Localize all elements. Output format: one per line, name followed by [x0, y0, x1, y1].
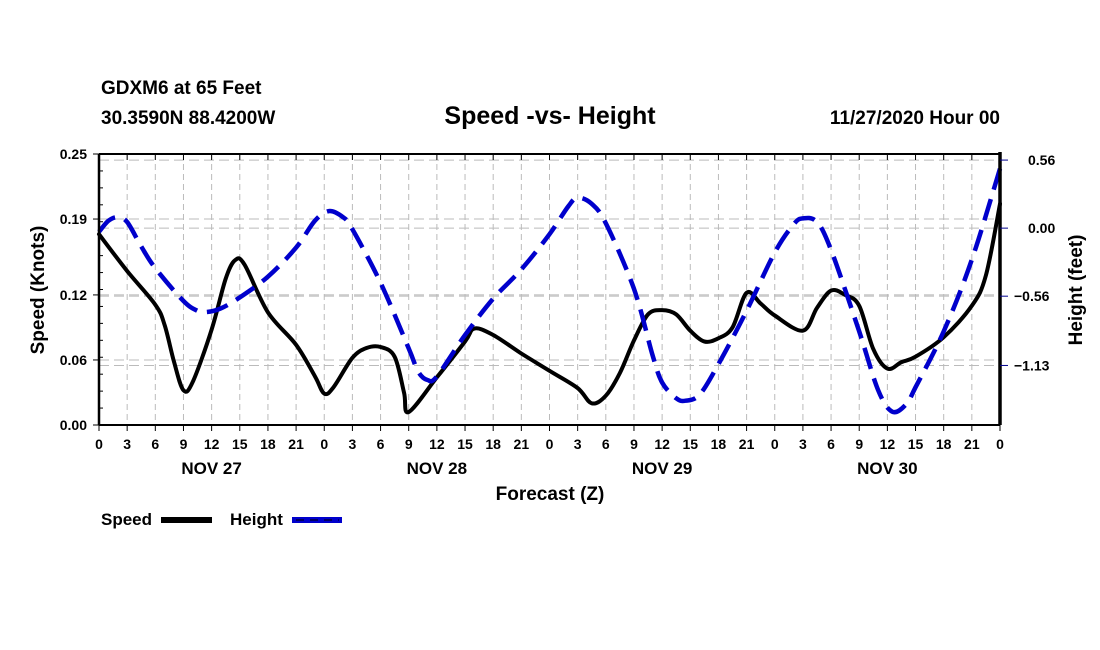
station-label: GDXM6 at 65 Feet	[101, 78, 262, 99]
x-tick-label: 21	[288, 436, 304, 452]
x-tick-label: 0	[546, 436, 554, 452]
day-label: NOV 30	[857, 459, 917, 478]
x-tick-label: 3	[349, 436, 357, 452]
chart-title: Speed -vs- Height	[444, 102, 656, 130]
x-tick-label: 21	[739, 436, 755, 452]
x-tick-label: 9	[855, 436, 863, 452]
x-tick-label: 3	[799, 436, 807, 452]
y2-tick-label: 0.00	[1028, 220, 1055, 236]
coords-label: 30.3590N 88.4200W	[101, 108, 275, 129]
y-tick-label: 0.25	[60, 146, 87, 162]
y-tick-label: 0.06	[60, 352, 87, 368]
grid	[99, 153, 1000, 425]
x-tick-label: 12	[654, 436, 670, 452]
x-tick-label: 6	[151, 436, 159, 452]
day-label: NOV 29	[632, 459, 692, 478]
x-tick-label: 0	[771, 436, 779, 452]
x-tick-label: 21	[514, 436, 530, 452]
x-tick-label: 9	[180, 436, 188, 452]
x-tick-label: 0	[996, 436, 1004, 452]
x-tick-label: 3	[123, 436, 131, 452]
x-tick-label: 18	[260, 436, 276, 452]
x-tick-label: 0	[320, 436, 328, 452]
y-tick-label: 0.00	[60, 417, 87, 433]
x-tick-label: 15	[908, 436, 924, 452]
x-tick-label: 9	[405, 436, 413, 452]
x-tick-label: 0	[95, 436, 103, 452]
axis-ticks	[93, 153, 1008, 431]
x-tick-label: 18	[936, 436, 952, 452]
series-line-height	[97, 167, 1003, 415]
y-axis-title: Speed (Knots)	[28, 226, 49, 355]
legend-height-label: Height	[230, 510, 283, 529]
day-label: NOV 27	[181, 459, 241, 478]
legend: Speed Height	[101, 510, 342, 529]
x-axis-title: Forecast (Z)	[496, 484, 605, 505]
x-tick-label: 15	[457, 436, 473, 452]
x-tick-label: 12	[204, 436, 220, 452]
y2-tick-label: −0.56	[1014, 288, 1050, 304]
x-tick-label: 12	[880, 436, 896, 452]
x-tick-label: 18	[485, 436, 501, 452]
y2-axis-title: Height (feet)	[1066, 235, 1087, 346]
x-tick-label: 15	[682, 436, 698, 452]
x-tick-label: 12	[429, 436, 445, 452]
x-tick-label: 6	[827, 436, 835, 452]
x-tick-label: 6	[377, 436, 385, 452]
day-label: NOV 28	[407, 459, 467, 478]
y2-tick-label: −1.13	[1014, 357, 1050, 373]
axis-labels: 0 3 6 9 12 15 18 21 0 3 6 9 12 15 18 21 0 3 6 9 12 15 18 21 0 3 6 9…	[60, 146, 1056, 478]
y2-tick-label: 0.56	[1028, 152, 1055, 168]
x-tick-label: 21	[964, 436, 980, 452]
x-tick-label: 15	[232, 436, 248, 452]
y-tick-label: 0.12	[60, 287, 87, 303]
y-tick-label: 0.19	[60, 211, 87, 227]
x-tick-label: 3	[574, 436, 582, 452]
x-tick-label: 6	[602, 436, 610, 452]
series-layer	[97, 167, 1003, 415]
x-tick-label: 18	[711, 436, 727, 452]
x-tick-label: 9	[630, 436, 638, 452]
datetime-label: 11/27/2020 Hour 00	[830, 108, 1000, 129]
legend-speed-label: Speed	[101, 510, 152, 529]
